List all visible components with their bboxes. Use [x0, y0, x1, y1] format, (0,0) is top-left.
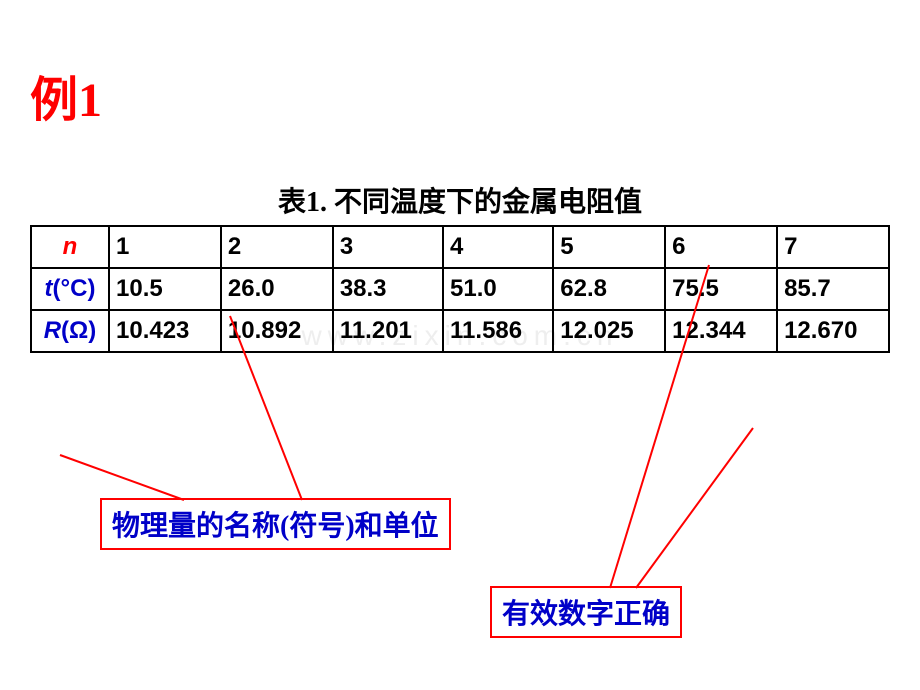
row-header-t: t(°C) [31, 268, 109, 310]
symbol-r: R [44, 317, 61, 344]
data-table: n 1 2 3 4 5 6 7 t(°C) 10.5 26.0 38.3 51.… [30, 225, 890, 353]
cell-r: 11.201 [333, 310, 443, 352]
cell-r: 12.670 [777, 310, 889, 352]
table-row-t: t(°C) 10.5 26.0 38.3 51.0 62.8 75.5 85.7 [31, 268, 889, 310]
annotation-box-significant-figures: 有效数字正确 [490, 586, 682, 638]
cell-r: 12.344 [665, 310, 777, 352]
cell-r: 12.025 [553, 310, 665, 352]
table-row-r: R(Ω) 10.423 10.892 11.201 11.586 12.025 … [31, 310, 889, 352]
unit-t: (°C) [53, 275, 96, 302]
col-header: 7 [777, 226, 889, 268]
cell-t: 10.5 [109, 268, 221, 310]
cell-t: 62.8 [553, 268, 665, 310]
col-header-n: n [31, 226, 109, 268]
row-header-r: R(Ω) [31, 310, 109, 352]
annotation-box-physical-quantity: 物理量的名称(符号)和单位 [100, 498, 451, 550]
cell-t: 26.0 [221, 268, 333, 310]
col-header: 1 [109, 226, 221, 268]
table-header-row: n 1 2 3 4 5 6 7 [31, 226, 889, 268]
cell-t: 38.3 [333, 268, 443, 310]
unit-r: (Ω) [61, 317, 96, 344]
cell-r: 10.892 [221, 310, 333, 352]
cell-t: 75.5 [665, 268, 777, 310]
col-header: 6 [665, 226, 777, 268]
cell-r: 10.423 [109, 310, 221, 352]
col-header: 4 [443, 226, 553, 268]
cell-t: 51.0 [443, 268, 553, 310]
example-title: 例1 [30, 60, 102, 130]
table-caption: 表1. 不同温度下的金属电阻值 [0, 180, 920, 220]
cell-t: 85.7 [777, 268, 889, 310]
col-header: 3 [333, 226, 443, 268]
symbol-t: t [45, 275, 53, 302]
slide: 例1 表1. 不同温度下的金属电阻值 www.zixin.com.cn n 1 … [0, 0, 920, 690]
col-header: 5 [553, 226, 665, 268]
col-header: 2 [221, 226, 333, 268]
cell-r: 11.586 [443, 310, 553, 352]
